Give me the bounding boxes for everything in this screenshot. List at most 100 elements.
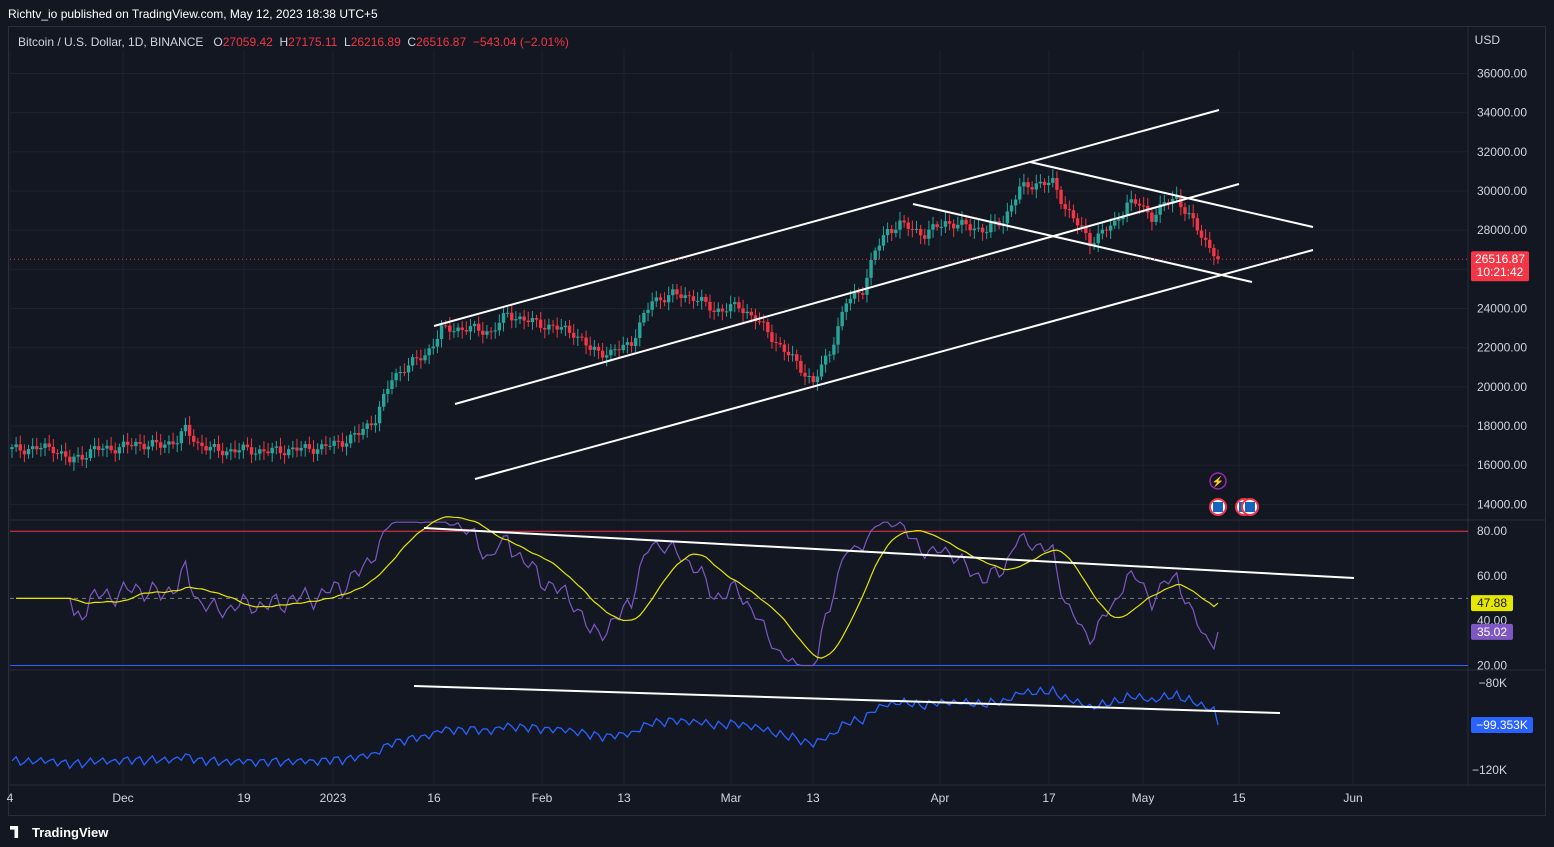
trendline[interactable] (474, 249, 1314, 480)
candle-body[interactable] (1075, 218, 1080, 226)
candle-body[interactable] (646, 309, 650, 313)
candle-body[interactable] (1026, 182, 1030, 188)
candle-body[interactable] (832, 344, 836, 355)
candle-body[interactable] (464, 330, 469, 332)
candle-body[interactable] (485, 331, 489, 335)
candle-body[interactable] (208, 446, 212, 451)
candle-body[interactable] (398, 372, 402, 374)
candle-body[interactable] (753, 315, 758, 322)
candle-body[interactable] (233, 449, 237, 453)
candle-body[interactable] (861, 293, 865, 295)
candle-body[interactable] (369, 423, 374, 426)
candle-body[interactable] (985, 232, 989, 234)
candle-body[interactable] (154, 439, 159, 443)
candle-body[interactable] (720, 308, 725, 312)
candle-body[interactable] (1170, 198, 1175, 204)
candle-body[interactable] (39, 447, 43, 450)
candle-body[interactable] (848, 298, 853, 304)
candle-body[interactable] (695, 300, 700, 302)
candle-body[interactable] (456, 327, 460, 332)
candle-body[interactable] (534, 318, 539, 320)
candle-body[interactable] (716, 308, 720, 312)
candle-body[interactable] (761, 321, 766, 323)
candle-body[interactable] (97, 446, 101, 451)
candle-body[interactable] (596, 346, 601, 351)
candle-body[interactable] (212, 444, 217, 447)
candle-body[interactable] (700, 296, 704, 301)
candle-body[interactable] (390, 380, 394, 389)
candle-body[interactable] (890, 229, 894, 234)
candle-body[interactable] (270, 447, 274, 454)
candle-body[interactable] (10, 447, 14, 450)
candle-body[interactable] (588, 345, 592, 350)
candle-body[interactable] (650, 301, 654, 310)
candle-body[interactable] (592, 346, 597, 350)
candle-body[interactable] (427, 348, 431, 356)
candle-body[interactable] (1133, 199, 1138, 204)
candle-body[interactable] (951, 223, 956, 229)
obv-trendline[interactable] (413, 685, 1281, 714)
candle-body[interactable] (200, 442, 204, 447)
candle-body[interactable] (1084, 226, 1088, 234)
candle-body[interactable] (146, 446, 150, 450)
candle-body[interactable] (113, 450, 117, 454)
candle-body[interactable] (134, 441, 138, 447)
candle-body[interactable] (613, 349, 617, 351)
candle-body[interactable] (881, 235, 886, 246)
candle-body[interactable] (741, 308, 745, 314)
candle-body[interactable] (1191, 213, 1195, 219)
candle-body[interactable] (1183, 207, 1187, 214)
candle-body[interactable] (130, 444, 134, 447)
candle-body[interactable] (563, 325, 568, 328)
candle-body[interactable] (142, 443, 146, 450)
candle-body[interactable] (344, 443, 349, 447)
candle-body[interactable] (1018, 186, 1022, 200)
candle-body[interactable] (80, 454, 84, 460)
candle-body[interactable] (299, 447, 303, 451)
candle-body[interactable] (245, 444, 250, 448)
trendline[interactable] (454, 183, 1240, 405)
candle-body[interactable] (844, 303, 848, 312)
candle-body[interactable] (1100, 229, 1105, 234)
candle-body[interactable] (980, 227, 985, 233)
candle-body[interactable] (1009, 205, 1014, 212)
candle-body[interactable] (865, 277, 869, 295)
candle-body[interactable] (505, 312, 510, 314)
candle-body[interactable] (1022, 182, 1026, 187)
candle-body[interactable] (1005, 211, 1010, 224)
candle-body[interactable] (968, 224, 972, 231)
candle-body[interactable] (782, 344, 787, 352)
candle-body[interactable] (22, 450, 27, 455)
candle-body[interactable] (282, 453, 287, 456)
candle-body[interactable] (538, 319, 543, 328)
candle-body[interactable] (1013, 199, 1018, 206)
candle-body[interactable] (303, 444, 307, 448)
candle-body[interactable] (125, 441, 130, 445)
candle-body[interactable] (497, 322, 502, 331)
candle-body[interactable] (1174, 195, 1179, 199)
obv-line[interactable] (11, 685, 1219, 770)
candle-body[interactable] (121, 441, 126, 448)
candle-body[interactable] (683, 295, 687, 298)
candle-body[interactable] (448, 325, 452, 332)
candle-body[interactable] (972, 228, 977, 231)
candle-body[interactable] (852, 292, 857, 299)
candle-body[interactable] (679, 294, 683, 298)
candle-body[interactable] (811, 376, 815, 383)
candle-body[interactable] (373, 423, 378, 426)
candle-body[interactable] (311, 448, 316, 454)
candle-body[interactable] (1158, 204, 1162, 215)
symbol-name[interactable]: Bitcoin / U.S. Dollar, 1D, BINANCE (18, 35, 204, 49)
candle-body[interactable] (778, 342, 782, 345)
candle-body[interactable] (196, 441, 200, 443)
candle-body[interactable] (584, 337, 588, 346)
candle-body[interactable] (906, 222, 910, 229)
rsi-ma-line[interactable] (16, 516, 1219, 659)
candle-body[interactable] (307, 444, 312, 449)
candle-body[interactable] (923, 235, 927, 239)
candle-body[interactable] (493, 330, 497, 332)
candle-body[interactable] (262, 449, 266, 452)
candle-body[interactable] (927, 229, 931, 239)
candle-body[interactable] (840, 311, 844, 327)
